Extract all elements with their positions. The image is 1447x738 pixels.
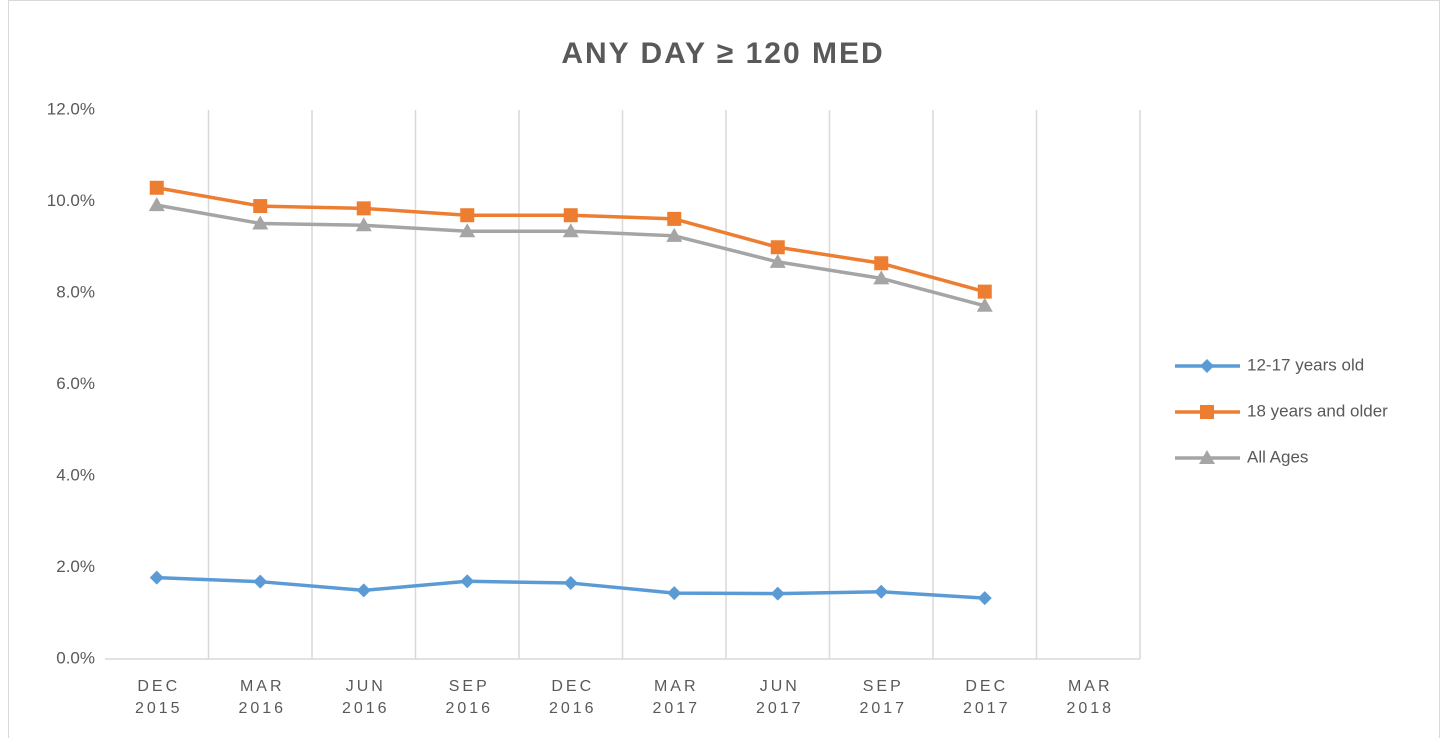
x-tick-label: JUN 2016	[341, 678, 390, 717]
x-tick-label: DEC 2017	[962, 678, 1011, 717]
legend-marker	[1200, 359, 1214, 373]
marker	[874, 584, 889, 599]
marker	[667, 586, 682, 601]
marker	[666, 227, 683, 242]
marker	[667, 211, 682, 226]
y-tick-label: 0.0%	[56, 648, 95, 667]
marker	[459, 223, 476, 238]
marker	[874, 256, 889, 271]
marker	[770, 240, 785, 255]
marker	[563, 208, 578, 223]
y-tick-label: 10.0%	[47, 191, 95, 210]
y-tick-label: 4.0%	[56, 465, 95, 484]
marker	[356, 201, 371, 216]
y-tick-label: 12.0%	[47, 99, 95, 118]
legend-label: 18 years and older	[1247, 401, 1388, 420]
chart-title: ANY DAY ≥ 120 MED	[561, 37, 884, 70]
y-tick-label: 8.0%	[56, 282, 95, 301]
legend-marker	[1199, 450, 1215, 464]
marker	[873, 270, 890, 285]
marker	[769, 253, 786, 268]
x-tick-label: MAR 2018	[1066, 678, 1115, 717]
x-tick-label: MAR 2017	[652, 678, 701, 717]
x-tick-label: DEC 2015	[134, 678, 183, 717]
marker	[148, 197, 165, 212]
chart-frame	[8, 0, 1440, 738]
x-tick-label: DEC 2016	[548, 678, 597, 717]
marker	[562, 223, 579, 238]
marker	[563, 576, 578, 591]
legend-label: All Ages	[1247, 447, 1308, 466]
x-tick-label: JUN 2017	[755, 678, 804, 717]
marker	[253, 574, 268, 589]
x-tick-label: SEP 2016	[445, 678, 494, 717]
marker	[977, 591, 992, 606]
marker	[976, 297, 993, 312]
legend-marker	[1200, 405, 1214, 419]
y-tick-label: 2.0%	[56, 557, 95, 576]
marker	[149, 570, 164, 585]
marker	[355, 217, 372, 232]
marker	[460, 574, 475, 589]
marker	[252, 215, 269, 230]
marker	[356, 583, 371, 598]
marker	[770, 586, 785, 601]
legend-label: 12-17 years old	[1247, 355, 1364, 374]
marker	[977, 284, 992, 299]
marker	[460, 208, 475, 223]
y-tick-label: 6.0%	[56, 374, 95, 393]
x-tick-label: MAR 2016	[238, 678, 287, 717]
marker	[253, 199, 268, 214]
marker	[149, 180, 164, 195]
x-tick-label: SEP 2017	[859, 678, 908, 717]
